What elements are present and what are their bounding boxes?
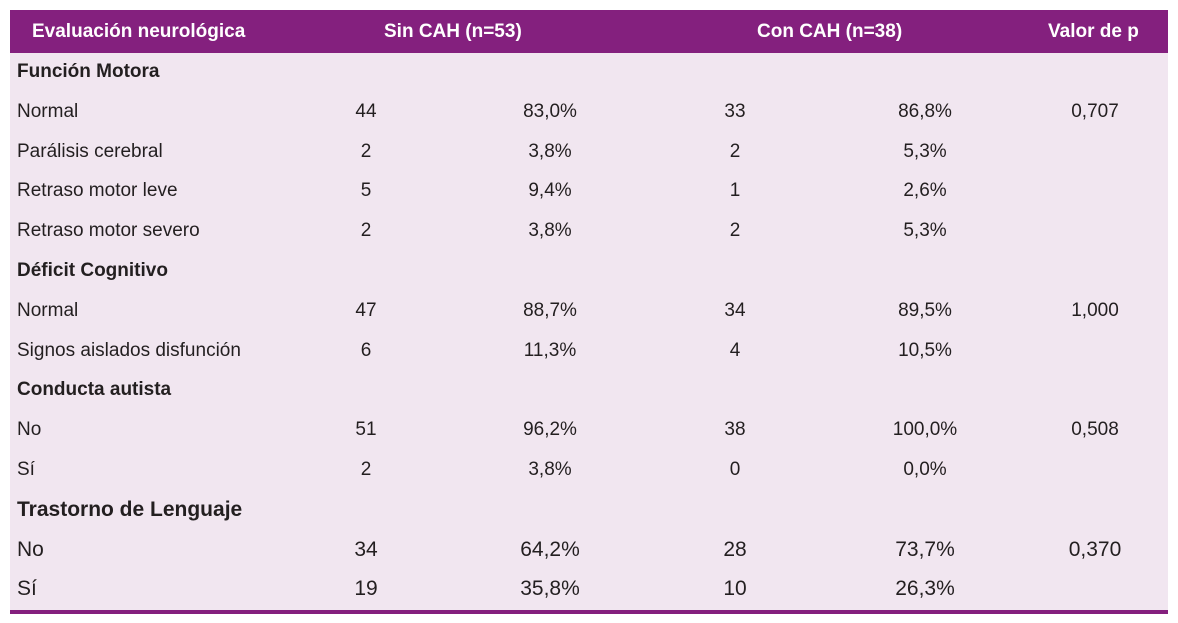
cell-sin-cah-n: 47 xyxy=(355,299,377,321)
cell-sin-cah-pct: 96,2% xyxy=(523,419,577,441)
cell-con-cah-n: 1 xyxy=(729,180,741,202)
header-con-cah: Con CAH (n=38) xyxy=(757,21,903,42)
table-row: Retraso motor leve 5 9,4% 1 2,6% xyxy=(10,172,1168,212)
table-row: Sí 19 35,8% 10 26,3% xyxy=(10,570,1168,610)
table-row: No 34 64,2% 28 73,7% 0,370 xyxy=(10,531,1168,571)
cell-sin-cah-pct: 88,7% xyxy=(523,299,577,321)
cell-sin-cah-n: 44 xyxy=(355,100,377,122)
header-sin-cah: Sin CAH (n=53) xyxy=(384,21,522,42)
row-label: No xyxy=(17,419,42,441)
cell-sin-cah-pct: 9,4% xyxy=(528,180,572,202)
cell-con-cah-pct: 26,3% xyxy=(895,577,955,601)
row-label: Retraso motor leve xyxy=(17,180,178,202)
cell-sin-cah-n: 51 xyxy=(355,419,377,441)
row-label: Trastorno de Lenguaje xyxy=(17,497,243,521)
cell-con-cah-pct: 73,7% xyxy=(895,537,955,561)
table-row: Normal 47 88,7% 34 89,5% 1,000 xyxy=(10,292,1168,332)
cell-con-cah-pct: 100,0% xyxy=(892,419,958,441)
table-row: Retraso motor severo 2 3,8% 2 5,3% xyxy=(10,212,1168,252)
cell-sin-cah-pct: 35,8% xyxy=(520,577,580,601)
row-label: No xyxy=(17,537,44,561)
cell-con-cah-n: 2 xyxy=(729,220,741,242)
cell-valor-p: 0,370 xyxy=(1068,537,1122,561)
cell-con-cah-pct: 2,6% xyxy=(903,180,947,202)
cell-valor-p: 0,508 xyxy=(1071,419,1119,441)
cell-con-cah-n: 4 xyxy=(729,339,741,361)
row-label: Normal xyxy=(17,299,79,321)
section-row: Déficit Cognitivo xyxy=(10,252,1168,292)
cell-sin-cah-n: 34 xyxy=(354,537,378,561)
cell-sin-cah-pct: 3,8% xyxy=(528,458,572,480)
cell-valor-p: 1,000 xyxy=(1071,299,1119,321)
row-label: Normal xyxy=(17,100,79,122)
section-row: Trastorno de Lenguaje xyxy=(10,491,1168,531)
cell-con-cah-pct: 5,3% xyxy=(903,140,947,162)
row-label: Retraso motor severo xyxy=(17,220,200,242)
section-row: Función Motora xyxy=(10,53,1168,93)
table-row: Signos aislados disfunción 6 11,3% 4 10,5% xyxy=(10,332,1168,372)
cell-sin-cah-pct: 83,0% xyxy=(523,100,577,122)
cell-sin-cah-pct: 3,8% xyxy=(528,220,572,242)
row-label: Función Motora xyxy=(17,61,160,82)
cell-con-cah-pct: 10,5% xyxy=(898,339,952,361)
results-table: Evaluación neurológica Sin CAH (n=53) Co… xyxy=(10,10,1168,615)
cell-sin-cah-pct: 3,8% xyxy=(528,140,572,162)
cell-con-cah-pct: 5,3% xyxy=(903,220,947,242)
cell-sin-cah-n: 2 xyxy=(360,458,372,480)
header-valor-p: Valor de p xyxy=(1048,21,1139,42)
cell-con-cah-n: 2 xyxy=(729,140,741,162)
cell-con-cah-n: 34 xyxy=(724,299,746,321)
cell-sin-cah-n: 5 xyxy=(360,180,372,202)
table-row: Normal 44 83,0% 33 86,8% 0,707 xyxy=(10,93,1168,133)
row-label: Déficit Cognitivo xyxy=(17,259,168,281)
table-row: No 51 96,2% 38 100,0% 0,508 xyxy=(10,411,1168,451)
row-label: Signos aislados disfunción xyxy=(17,339,241,361)
cell-con-cah-n: 33 xyxy=(724,100,746,122)
cell-con-cah-pct: 86,8% xyxy=(898,100,952,122)
cell-con-cah-n: 28 xyxy=(723,537,747,561)
row-label: Sí xyxy=(17,577,37,601)
row-label: Sí xyxy=(17,458,35,480)
cell-sin-cah-n: 2 xyxy=(360,220,372,242)
row-label: Parálisis cerebral xyxy=(17,140,163,162)
cell-sin-cah-pct: 64,2% xyxy=(520,537,580,561)
section-row: Conducta autista xyxy=(10,371,1168,411)
cell-sin-cah-n: 2 xyxy=(360,140,372,162)
table-row: Sí 2 3,8% 0 0,0% xyxy=(10,451,1168,491)
cell-con-cah-n: 10 xyxy=(723,577,747,601)
cell-sin-cah-pct: 11,3% xyxy=(523,339,577,361)
cell-valor-p: 0,707 xyxy=(1071,100,1119,122)
row-label: Conducta autista xyxy=(17,379,172,401)
table-header: Evaluación neurológica Sin CAH (n=53) Co… xyxy=(10,10,1168,53)
table-row: Parálisis cerebral 2 3,8% 2 5,3% xyxy=(10,133,1168,173)
cell-sin-cah-n: 6 xyxy=(360,339,372,361)
cell-con-cah-pct: 0,0% xyxy=(903,458,947,480)
table-body: Función Motora Normal 44 83,0% 33 86,8% 0,707 P… xyxy=(10,53,1168,615)
cell-sin-cah-n: 19 xyxy=(354,577,378,601)
cell-con-cah-pct: 89,5% xyxy=(898,299,952,321)
cell-con-cah-n: 38 xyxy=(724,419,746,441)
cell-con-cah-n: 0 xyxy=(729,458,741,480)
header-evaluacion: Evaluación neurológica xyxy=(32,21,246,42)
